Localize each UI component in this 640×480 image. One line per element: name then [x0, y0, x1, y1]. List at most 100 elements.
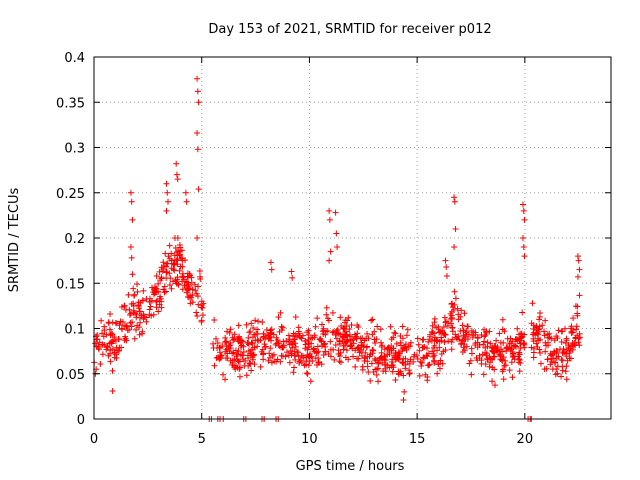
data-point — [458, 307, 465, 314]
data-point — [542, 317, 549, 324]
data-point — [410, 353, 417, 360]
data-point — [551, 359, 558, 366]
data-point — [189, 292, 196, 299]
data-point — [254, 343, 261, 350]
data-point — [187, 300, 194, 307]
data-point — [436, 329, 443, 336]
data-point — [146, 298, 153, 305]
data-point — [155, 308, 162, 315]
data-point — [318, 337, 325, 344]
x-tick-label: 15 — [409, 432, 426, 447]
data-point — [107, 358, 114, 365]
data-point — [416, 372, 423, 379]
data-point — [443, 263, 450, 270]
data-point — [497, 353, 504, 360]
data-point — [448, 308, 455, 315]
data-point — [240, 349, 247, 356]
data-point — [183, 278, 190, 285]
data-point — [114, 347, 121, 354]
data-point — [367, 377, 374, 384]
data-point — [484, 339, 491, 346]
data-point — [494, 346, 501, 353]
data-point — [381, 346, 388, 353]
data-point — [105, 352, 112, 359]
data-point — [166, 282, 173, 289]
data-point — [576, 266, 583, 273]
data-point — [252, 317, 259, 324]
data-point — [343, 338, 350, 345]
data-point — [146, 306, 153, 313]
data-point — [573, 323, 580, 330]
data-point — [347, 343, 354, 350]
data-point — [353, 355, 360, 362]
data-point — [386, 351, 393, 358]
y-tick-label: 0.2 — [64, 232, 85, 247]
data-point — [330, 328, 337, 335]
data-point — [302, 338, 309, 345]
data-point — [311, 334, 318, 341]
data-point — [558, 356, 565, 363]
data-point — [133, 326, 140, 333]
data-point — [106, 340, 113, 347]
data-point — [129, 271, 136, 278]
data-point — [496, 330, 503, 337]
data-point — [563, 363, 570, 370]
data-point — [533, 327, 540, 334]
data-point — [326, 207, 333, 214]
data-point — [251, 361, 258, 368]
data-point — [247, 328, 254, 335]
data-point — [399, 323, 406, 330]
data-point — [188, 294, 195, 301]
data-point — [283, 349, 290, 356]
data-point — [266, 350, 273, 357]
data-point — [420, 336, 427, 343]
data-point — [113, 351, 120, 358]
data-point — [324, 315, 331, 322]
data-point — [327, 338, 334, 345]
data-point — [543, 365, 550, 372]
data-point — [515, 353, 522, 360]
data-point — [135, 302, 142, 309]
data-point — [192, 287, 199, 294]
data-point — [252, 337, 259, 344]
data-point — [364, 330, 371, 337]
data-point — [291, 364, 298, 371]
data-point — [334, 244, 341, 251]
data-point — [182, 257, 189, 264]
data-point — [537, 360, 544, 367]
data-point — [461, 341, 468, 348]
data-point — [501, 362, 508, 369]
data-point — [235, 348, 242, 355]
data-point — [199, 312, 206, 319]
data-point — [348, 321, 355, 328]
data-point — [302, 345, 309, 352]
data-point — [559, 349, 566, 356]
y-tick-label: 0.35 — [56, 96, 85, 111]
data-point — [499, 348, 506, 355]
data-point — [455, 316, 462, 323]
data-point — [175, 248, 182, 255]
data-point — [464, 336, 471, 343]
data-point — [442, 319, 449, 326]
data-point — [497, 339, 504, 346]
data-point — [250, 325, 257, 332]
data-point — [399, 359, 406, 366]
data-point — [472, 340, 479, 347]
data-point — [227, 357, 234, 364]
data-point — [236, 366, 243, 373]
data-point — [437, 357, 444, 364]
data-point — [198, 318, 205, 325]
data-point — [107, 347, 114, 354]
data-point — [493, 337, 500, 344]
data-point — [481, 338, 488, 345]
data-point — [520, 207, 527, 214]
data-point — [271, 358, 278, 365]
data-point — [530, 349, 537, 356]
y-tick-label: 0.1 — [64, 323, 85, 338]
data-point — [467, 357, 474, 364]
data-point — [391, 329, 398, 336]
data-point — [529, 331, 536, 338]
data-point — [350, 336, 357, 343]
data-point — [452, 331, 459, 338]
data-point — [403, 332, 410, 339]
